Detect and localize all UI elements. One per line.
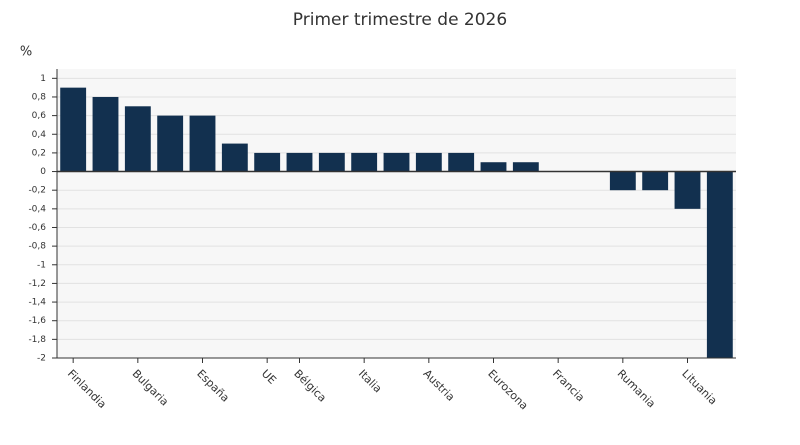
bar — [448, 152, 475, 172]
x-tick-label: Francia — [550, 367, 587, 404]
x-tick-label: Austria — [421, 367, 458, 404]
x-tick-label: Italia — [356, 367, 384, 395]
y-tick-label: -0,6 — [28, 223, 46, 233]
x-tick-label: Rumania — [615, 367, 658, 410]
bar — [415, 152, 442, 172]
bar — [60, 87, 87, 172]
y-tick-label: 0 — [40, 167, 46, 177]
bar — [480, 162, 507, 172]
bar — [706, 171, 733, 358]
y-tick-label: 0,8 — [32, 92, 47, 102]
bar — [92, 96, 119, 172]
y-tick-label: -0,4 — [28, 204, 46, 214]
y-tick-label: -0,2 — [28, 186, 46, 196]
bar — [351, 152, 378, 172]
bar — [124, 106, 151, 172]
y-tick-label: 0,6 — [32, 111, 47, 121]
y-tick-label: -1,4 — [28, 298, 46, 308]
y-tick-label: -1 — [37, 260, 46, 270]
y-axis-label: % — [20, 45, 32, 60]
y-tick-label: -0,8 — [28, 242, 46, 252]
bar — [318, 152, 345, 172]
y-tick-label: -1,6 — [28, 316, 46, 326]
x-tick-label: España — [194, 367, 232, 405]
x-tick-label: Bulgaria — [130, 367, 171, 408]
x-tick-label: Bélgica — [291, 367, 329, 405]
x-tick-label: Eurozona — [485, 367, 530, 412]
bar — [609, 171, 636, 191]
x-tick-label: UE — [259, 367, 279, 387]
bar — [189, 115, 216, 172]
chart-title: Primer trimestre de 2026 — [293, 10, 507, 30]
bar — [157, 115, 184, 172]
bar — [383, 152, 410, 172]
y-tick-label: 0,4 — [32, 130, 47, 140]
x-tick-label: Finlandia — [65, 367, 109, 411]
y-tick-label: 1 — [40, 74, 46, 84]
bar — [642, 171, 669, 191]
y-tick-label: -1,2 — [28, 279, 46, 289]
bar — [254, 152, 281, 172]
x-tick-label: Lituania — [679, 367, 719, 407]
plot-background — [57, 69, 736, 358]
bar — [286, 152, 313, 172]
bar — [674, 171, 701, 209]
bar — [221, 143, 248, 172]
bar — [512, 162, 539, 172]
y-tick-label: -1,8 — [28, 335, 46, 345]
y-tick-label: -2 — [37, 354, 46, 364]
y-tick-label: 0,2 — [32, 148, 46, 158]
